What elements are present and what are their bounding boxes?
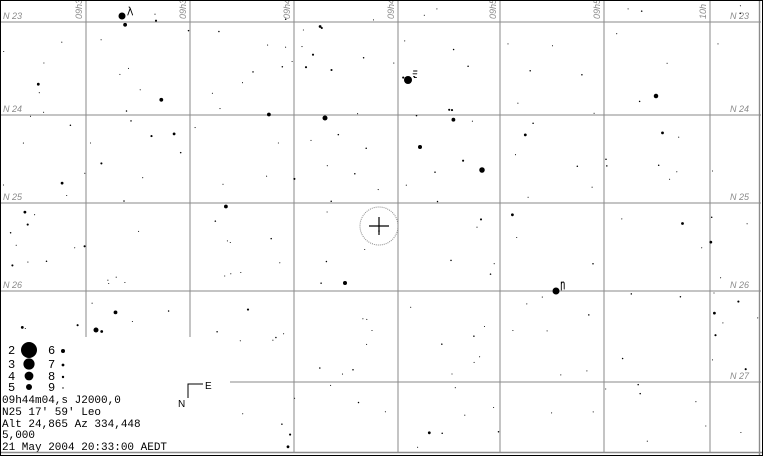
svg-text:N: N (178, 399, 185, 410)
svg-text:E: E (205, 381, 212, 392)
svg-text:2: 2 (8, 344, 15, 358)
svg-text:N25 17' 59' Leo: N25 17' 59' Leo (2, 407, 101, 419)
svg-text:09h44m04,s J2000,0: 09h44m04,s J2000,0 (2, 395, 121, 407)
svg-text:6: 6 (48, 344, 55, 358)
svg-text:5: 5 (8, 381, 15, 395)
svg-text:9: 9 (48, 381, 55, 395)
svg-text:5,000: 5,000 (2, 430, 35, 442)
